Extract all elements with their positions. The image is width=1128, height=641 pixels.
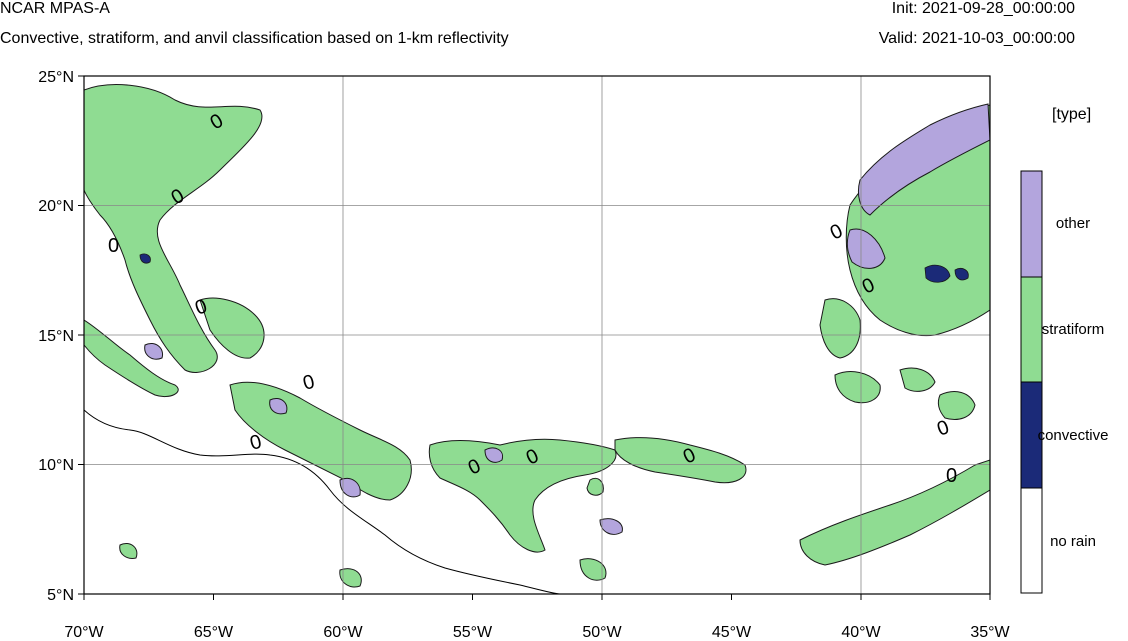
contour-label: 0 [946,465,957,487]
lat-label: 10°N [38,457,74,474]
lon-label: 35°W [970,624,1010,641]
map-subtitle: Convective, stratiform, and anvil classi… [0,30,509,47]
valid-time: Valid: 2021-10-03_00:00:00 [878,30,1075,47]
lat-label: 20°N [38,198,74,215]
legend-title: [type] [1052,106,1092,123]
lon-label: 40°W [841,624,881,641]
legend-label-convective: convective [1037,427,1109,444]
latitude-labels: 25°N 20°N 15°N 10°N 5°N [38,69,74,604]
legend-label-stratiform: stratiform [1041,321,1105,338]
lat-label: 25°N [38,69,74,86]
lon-label: 60°W [323,624,363,641]
stratiform-areas [84,84,990,588]
tick-marks [78,75,991,600]
legend-label-other: other [1055,215,1091,232]
longitude-labels: 70°W 65°W 60°W 55°W 50°W 45°W 40°W 35°W [64,624,1010,641]
contour-label: 0 [301,371,317,395]
contour-label: 0 [248,431,264,455]
legend-label-no-rain: no rain [1050,533,1096,550]
lon-label: 55°W [453,624,493,641]
coastline [84,409,561,594]
legend-colorbar [1020,170,1043,594]
contour-label: 0 [108,235,119,257]
lon-label: 45°W [712,624,752,641]
lat-label: 5°N [47,587,74,604]
lon-label: 50°W [582,624,622,641]
gridlines [84,76,990,594]
init-time: Init: 2021-09-28_00:00:00 [891,0,1075,17]
other-areas [144,103,990,535]
lon-label: 65°W [194,624,234,641]
convective-areas [139,253,969,283]
legend-swatch-no-rain [1020,487,1043,594]
map-title: NCAR MPAS-A [0,0,110,17]
map-plot-area: 0 0 0 0 0 0 0 0 0 0 0 0 0 [84,76,990,594]
lat-label: 15°N [38,328,74,345]
lon-label: 70°W [64,624,104,641]
